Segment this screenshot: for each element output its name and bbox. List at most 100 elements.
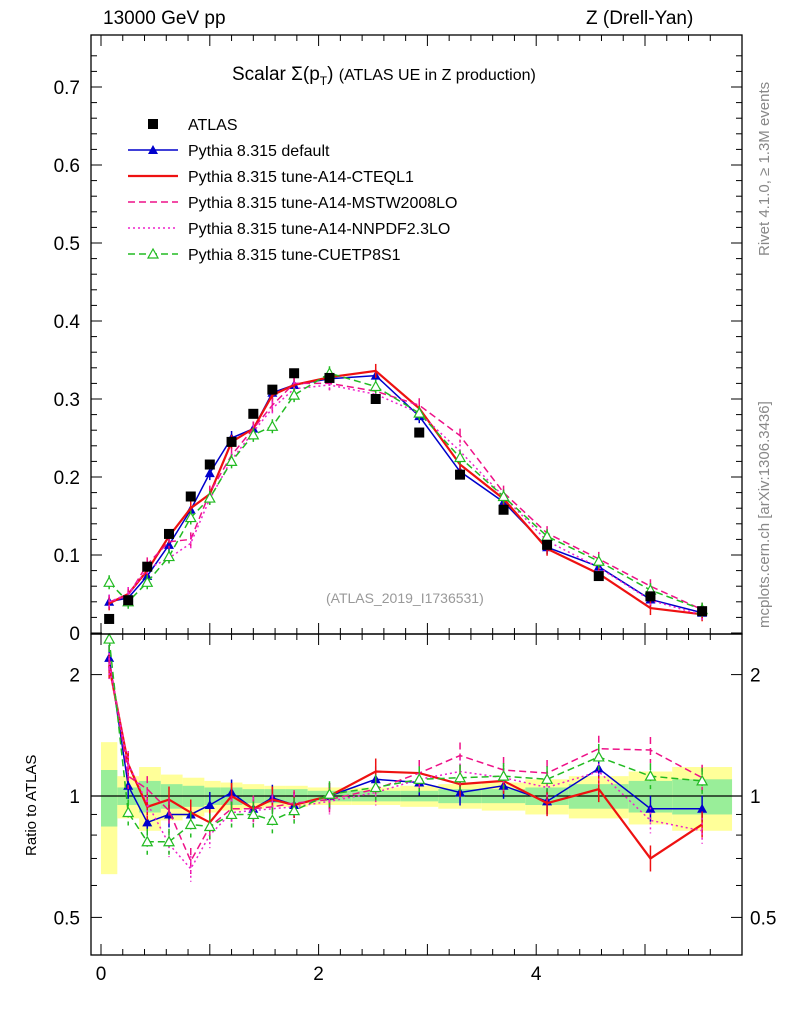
- series-marker: [142, 817, 153, 827]
- x-tick-label: 2: [313, 964, 324, 985]
- series-marker: [288, 804, 301, 816]
- atlas-data-point: [204, 459, 215, 470]
- series-marker: [497, 769, 510, 781]
- plot-title-paren: (ATLAS UE in Z production): [338, 67, 536, 84]
- ratio-y-tick-label: 2: [69, 666, 80, 687]
- series-marker: [454, 771, 467, 783]
- legend-swatch-atlas: [148, 119, 158, 129]
- main-y-tick-label: 0.6: [54, 156, 80, 177]
- atlas-data-point: [226, 436, 237, 447]
- main-y-tick-label: 0.2: [54, 468, 80, 489]
- series-marker: [247, 428, 260, 440]
- series-layer: [103, 363, 709, 882]
- series-marker: [288, 388, 301, 400]
- ratio-band-inner: [101, 770, 118, 827]
- series-marker: [541, 773, 554, 784]
- series-marker: [162, 550, 176, 562]
- atlas-data-point: [142, 561, 153, 572]
- atlas-data-point: [185, 491, 196, 502]
- series-marker: [203, 820, 216, 832]
- x-tick-label: 4: [531, 964, 542, 985]
- ratio-y-tick-label-right: 0.5: [750, 908, 776, 929]
- x-tick-label: 0: [96, 964, 107, 985]
- series-marker: [184, 818, 197, 830]
- legend-entry-label: Pythia 8.315 tune-CUETP8S1: [188, 247, 401, 264]
- series-marker: [122, 806, 135, 818]
- main-y-tick-label: 0.3: [54, 390, 80, 411]
- plot-title-sigma: Σ(p: [291, 64, 320, 85]
- series-marker: [266, 420, 279, 431]
- series-marker: [497, 490, 510, 502]
- series-marker: [696, 774, 709, 786]
- ratio-y-tick-label: 0.5: [54, 908, 80, 929]
- series-marker: [148, 145, 158, 154]
- series-marker: [162, 835, 176, 847]
- series-marker: [225, 455, 238, 466]
- atlas-data-point: [248, 408, 259, 419]
- legend-entry-label: Pythia 8.315 tune-A14-MSTW2008LO: [188, 195, 457, 212]
- atlas-data-point: [498, 504, 509, 515]
- series-marker: [247, 808, 260, 820]
- plot-title-subscript: T: [319, 73, 328, 88]
- legend-entry-label: Pythia 8.315 tune-A14-NNPDF2.3LO: [188, 221, 450, 238]
- atlas-data-point: [414, 427, 425, 438]
- series-marker: [413, 773, 426, 784]
- series-marker: [323, 788, 336, 799]
- series-marker: [164, 539, 174, 549]
- ratio-panel-frame: [90, 633, 743, 956]
- legend-entry-label: ATLAS: [188, 117, 238, 134]
- series-marker: [204, 799, 215, 809]
- main-y-tick-label: 0: [69, 624, 80, 645]
- ratio-y-tick-label-right: 1: [750, 787, 761, 808]
- plot-title: Scalar Σ(pT) (ATLAS UE in Z production): [232, 64, 536, 88]
- atlas-data-point: [289, 368, 300, 379]
- series-marker: [225, 808, 238, 820]
- main-y-tick-label: 0.5: [54, 234, 80, 255]
- header-energy-label: 13000 GeV pp: [103, 8, 226, 29]
- series-marker: [103, 576, 116, 587]
- main-y-tick-label: 0.1: [54, 546, 80, 567]
- legend: ATLAS Pythia 8.315 default Pythia 8.315 tu…: [128, 117, 457, 264]
- legend-entry-label: Pythia 8.315 tune-A14-CTEQL1: [188, 169, 414, 186]
- atlas-data-point: [324, 372, 335, 383]
- atlas-data-point: [370, 394, 381, 404]
- atlas-data-point: [645, 591, 656, 602]
- series-marker: [369, 380, 382, 392]
- series-marker: [369, 781, 382, 793]
- atlas-data-point: [164, 528, 174, 539]
- series-marker: [141, 835, 154, 847]
- ratio-y-tick-label-right: 2: [750, 666, 761, 687]
- series-marker: [592, 555, 605, 566]
- series-marker: [203, 491, 216, 503]
- ratio-axis-label: Ratio to ATLAS: [23, 754, 40, 856]
- series-marker: [141, 576, 154, 587]
- mcplots-reference-label: mcplots.cern.ch [arXiv:1306.3436]: [756, 401, 773, 628]
- atlas-data-point: [267, 384, 278, 395]
- atlas-data-point: [455, 469, 466, 480]
- series-marker: [103, 632, 116, 644]
- main-y-tick-label: 0.7: [54, 78, 80, 99]
- series-marker: [592, 750, 605, 762]
- series-marker: [184, 511, 197, 523]
- series-marker: [644, 769, 657, 781]
- rivet-version-label: Rivet 4.1.0, ≥ 1.3M events: [756, 81, 773, 256]
- plot-title-close: ): [327, 64, 334, 85]
- axes-frame: 0 0.1 0.2 0.3 0.4 0.5 0.6 0.7 0 2 4 0.5 0.5 1 1 2 2: [54, 34, 776, 985]
- series-marker: [204, 468, 215, 478]
- plot-title-main: Scalar: [232, 64, 292, 85]
- series-marker: [266, 814, 279, 825]
- atlas-data-point: [542, 539, 553, 550]
- series-marker: [413, 406, 426, 418]
- main-y-tick-label: 0.4: [54, 312, 81, 333]
- atlas-data-point: [123, 595, 134, 606]
- series-marker: [697, 803, 708, 813]
- atlas-data-point: [593, 571, 604, 582]
- series-marker: [454, 451, 467, 463]
- header-process-label: Z (Drell-Yan): [586, 8, 694, 29]
- atlas-data-point: [104, 613, 115, 624]
- atlas-data-point: [697, 606, 708, 617]
- ratio-y-tick-label: 1: [69, 787, 80, 808]
- series-marker: [146, 247, 160, 259]
- legend-entry-label: Pythia 8.315 default: [188, 143, 330, 160]
